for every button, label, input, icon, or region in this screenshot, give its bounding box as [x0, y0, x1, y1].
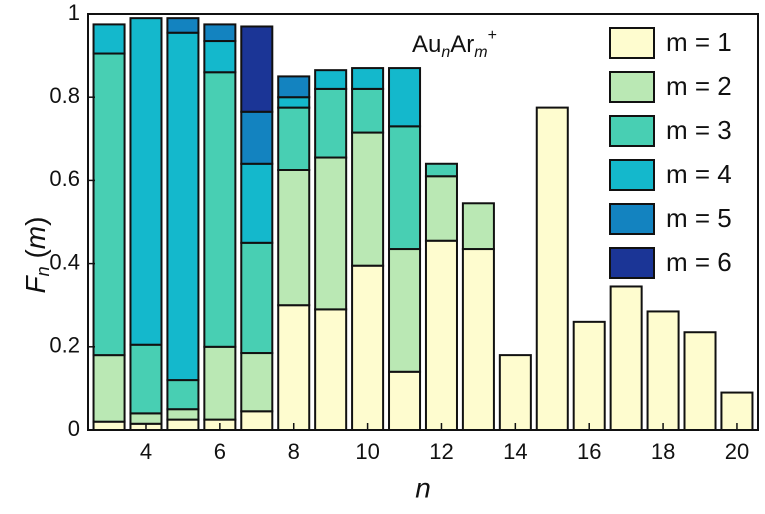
legend-label: m = 4: [666, 159, 732, 189]
plot-frame: [87, 13, 759, 431]
annotation-part: +: [488, 27, 497, 44]
y-axis-label: Fn (m): [20, 217, 52, 294]
y-tick-label: 0.8: [49, 83, 80, 108]
bar-segment: [351, 87, 385, 134]
y-tick-label: 0.6: [49, 166, 80, 191]
legend-label: m = 5: [666, 203, 732, 233]
bar-segment: [166, 31, 200, 382]
bar-segment: [240, 241, 274, 355]
y-label-part: n: [33, 266, 53, 276]
legend-label: m = 6: [666, 247, 732, 277]
y-label-part: m: [20, 226, 51, 249]
legend-swatch: [609, 71, 655, 103]
y-tick-label: 0: [68, 416, 80, 441]
legend-label: m = 3: [666, 115, 732, 145]
x-tick-label: 20: [725, 439, 749, 464]
y-tick-label: 0.2: [49, 333, 80, 358]
bar-segment: [388, 370, 422, 432]
x-tick-label: 4: [140, 439, 152, 464]
bar-segment: [314, 87, 348, 159]
bar-segment: [461, 202, 495, 251]
x-tick-label: 10: [355, 439, 379, 464]
bar-segment: [129, 412, 163, 425]
x-tick-label: 6: [214, 439, 226, 464]
bar-segment: [240, 162, 274, 244]
bar-segment: [314, 156, 348, 311]
bar-segment: [129, 17, 163, 346]
bar-segment: [498, 354, 532, 431]
bar-segment: [351, 67, 385, 90]
bar-segment: [92, 354, 126, 423]
bar-segment: [314, 69, 348, 90]
bar-segment: [424, 162, 458, 178]
legend-swatch: [609, 159, 655, 191]
annotation-part: Au: [412, 31, 441, 58]
bar-segment: [535, 106, 569, 431]
annotation-part: n: [441, 44, 450, 61]
bar-segment: [609, 285, 643, 432]
y-tick-label: 1: [68, 0, 80, 25]
annotation-part: Ar: [450, 31, 474, 58]
bar-segment: [572, 320, 606, 431]
bar-segment: [203, 23, 237, 43]
bar-segment: [166, 418, 200, 432]
legend-swatch: [609, 115, 655, 147]
bar-segment: [277, 75, 311, 99]
bar-segment: [314, 308, 348, 431]
x-tick-label: 16: [577, 439, 601, 464]
bar-segment: [277, 96, 311, 109]
legend-label: m = 1: [666, 27, 732, 57]
bar-segment: [240, 110, 274, 165]
bar-segment: [166, 17, 200, 34]
bar-segment: [388, 125, 422, 251]
x-axis-label: n: [415, 472, 431, 503]
annotation: AunArm+: [412, 27, 497, 61]
bar-segment: [683, 331, 717, 431]
bar-segment: [424, 239, 458, 431]
y-label-part: ): [20, 217, 51, 226]
y-label-part: F: [20, 274, 51, 293]
legend-swatch: [609, 203, 655, 235]
bar-segment: [646, 310, 680, 431]
bar-segment: [92, 23, 126, 55]
x-tick-label: 12: [429, 439, 453, 464]
annotation-part: m: [474, 44, 487, 61]
bar-segment: [166, 408, 200, 421]
y-label-part: (: [20, 249, 51, 267]
bar-segment: [240, 352, 274, 413]
bar-segment: [129, 343, 163, 415]
bar-segment: [277, 169, 311, 307]
legend-swatch: [609, 247, 655, 279]
bar-segment: [277, 106, 311, 171]
bar-segment: [720, 391, 754, 431]
bar-segment: [203, 345, 237, 421]
bar-segment: [203, 71, 237, 348]
legend-swatch: [609, 27, 655, 59]
bar-segment: [240, 410, 274, 431]
x-tick-label: 18: [651, 439, 675, 464]
x-tick-label: 14: [503, 439, 527, 464]
bar-segment: [92, 52, 126, 357]
legend-label: m = 2: [666, 71, 732, 101]
bar-segment: [424, 175, 458, 242]
bar-segment: [203, 40, 237, 74]
bar-segment: [388, 67, 422, 128]
bar-segment: [388, 248, 422, 373]
bar-segment: [166, 379, 200, 411]
bar-segment: [351, 131, 385, 267]
bar-segment: [461, 248, 495, 431]
y-tick-label: 0.4: [49, 249, 80, 274]
bar-segment: [92, 420, 126, 431]
x-tick-label: 8: [288, 439, 300, 464]
bar-segment: [277, 304, 311, 432]
bar-segment: [240, 25, 274, 113]
bar-segment: [351, 264, 385, 431]
